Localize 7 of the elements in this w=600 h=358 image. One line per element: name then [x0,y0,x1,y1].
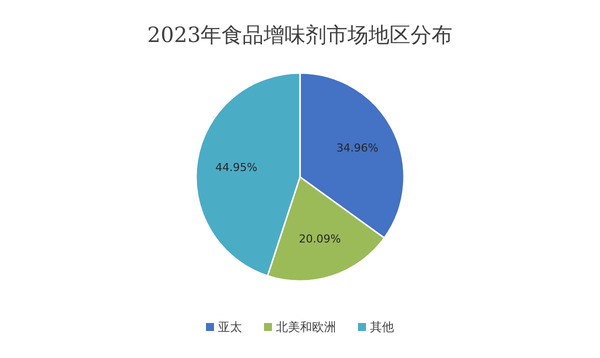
data-label: 20.09% [298,232,341,246]
legend-label: 其他 [370,320,394,334]
chart-title: 2023年食品增味剂市场地区分布 [147,23,453,47]
legend-label: 北美和欧洲 [276,320,336,334]
legend-label: 亚太 [218,320,242,334]
data-label: 44.95% [215,160,258,174]
data-label: 34.96% [336,142,378,155]
